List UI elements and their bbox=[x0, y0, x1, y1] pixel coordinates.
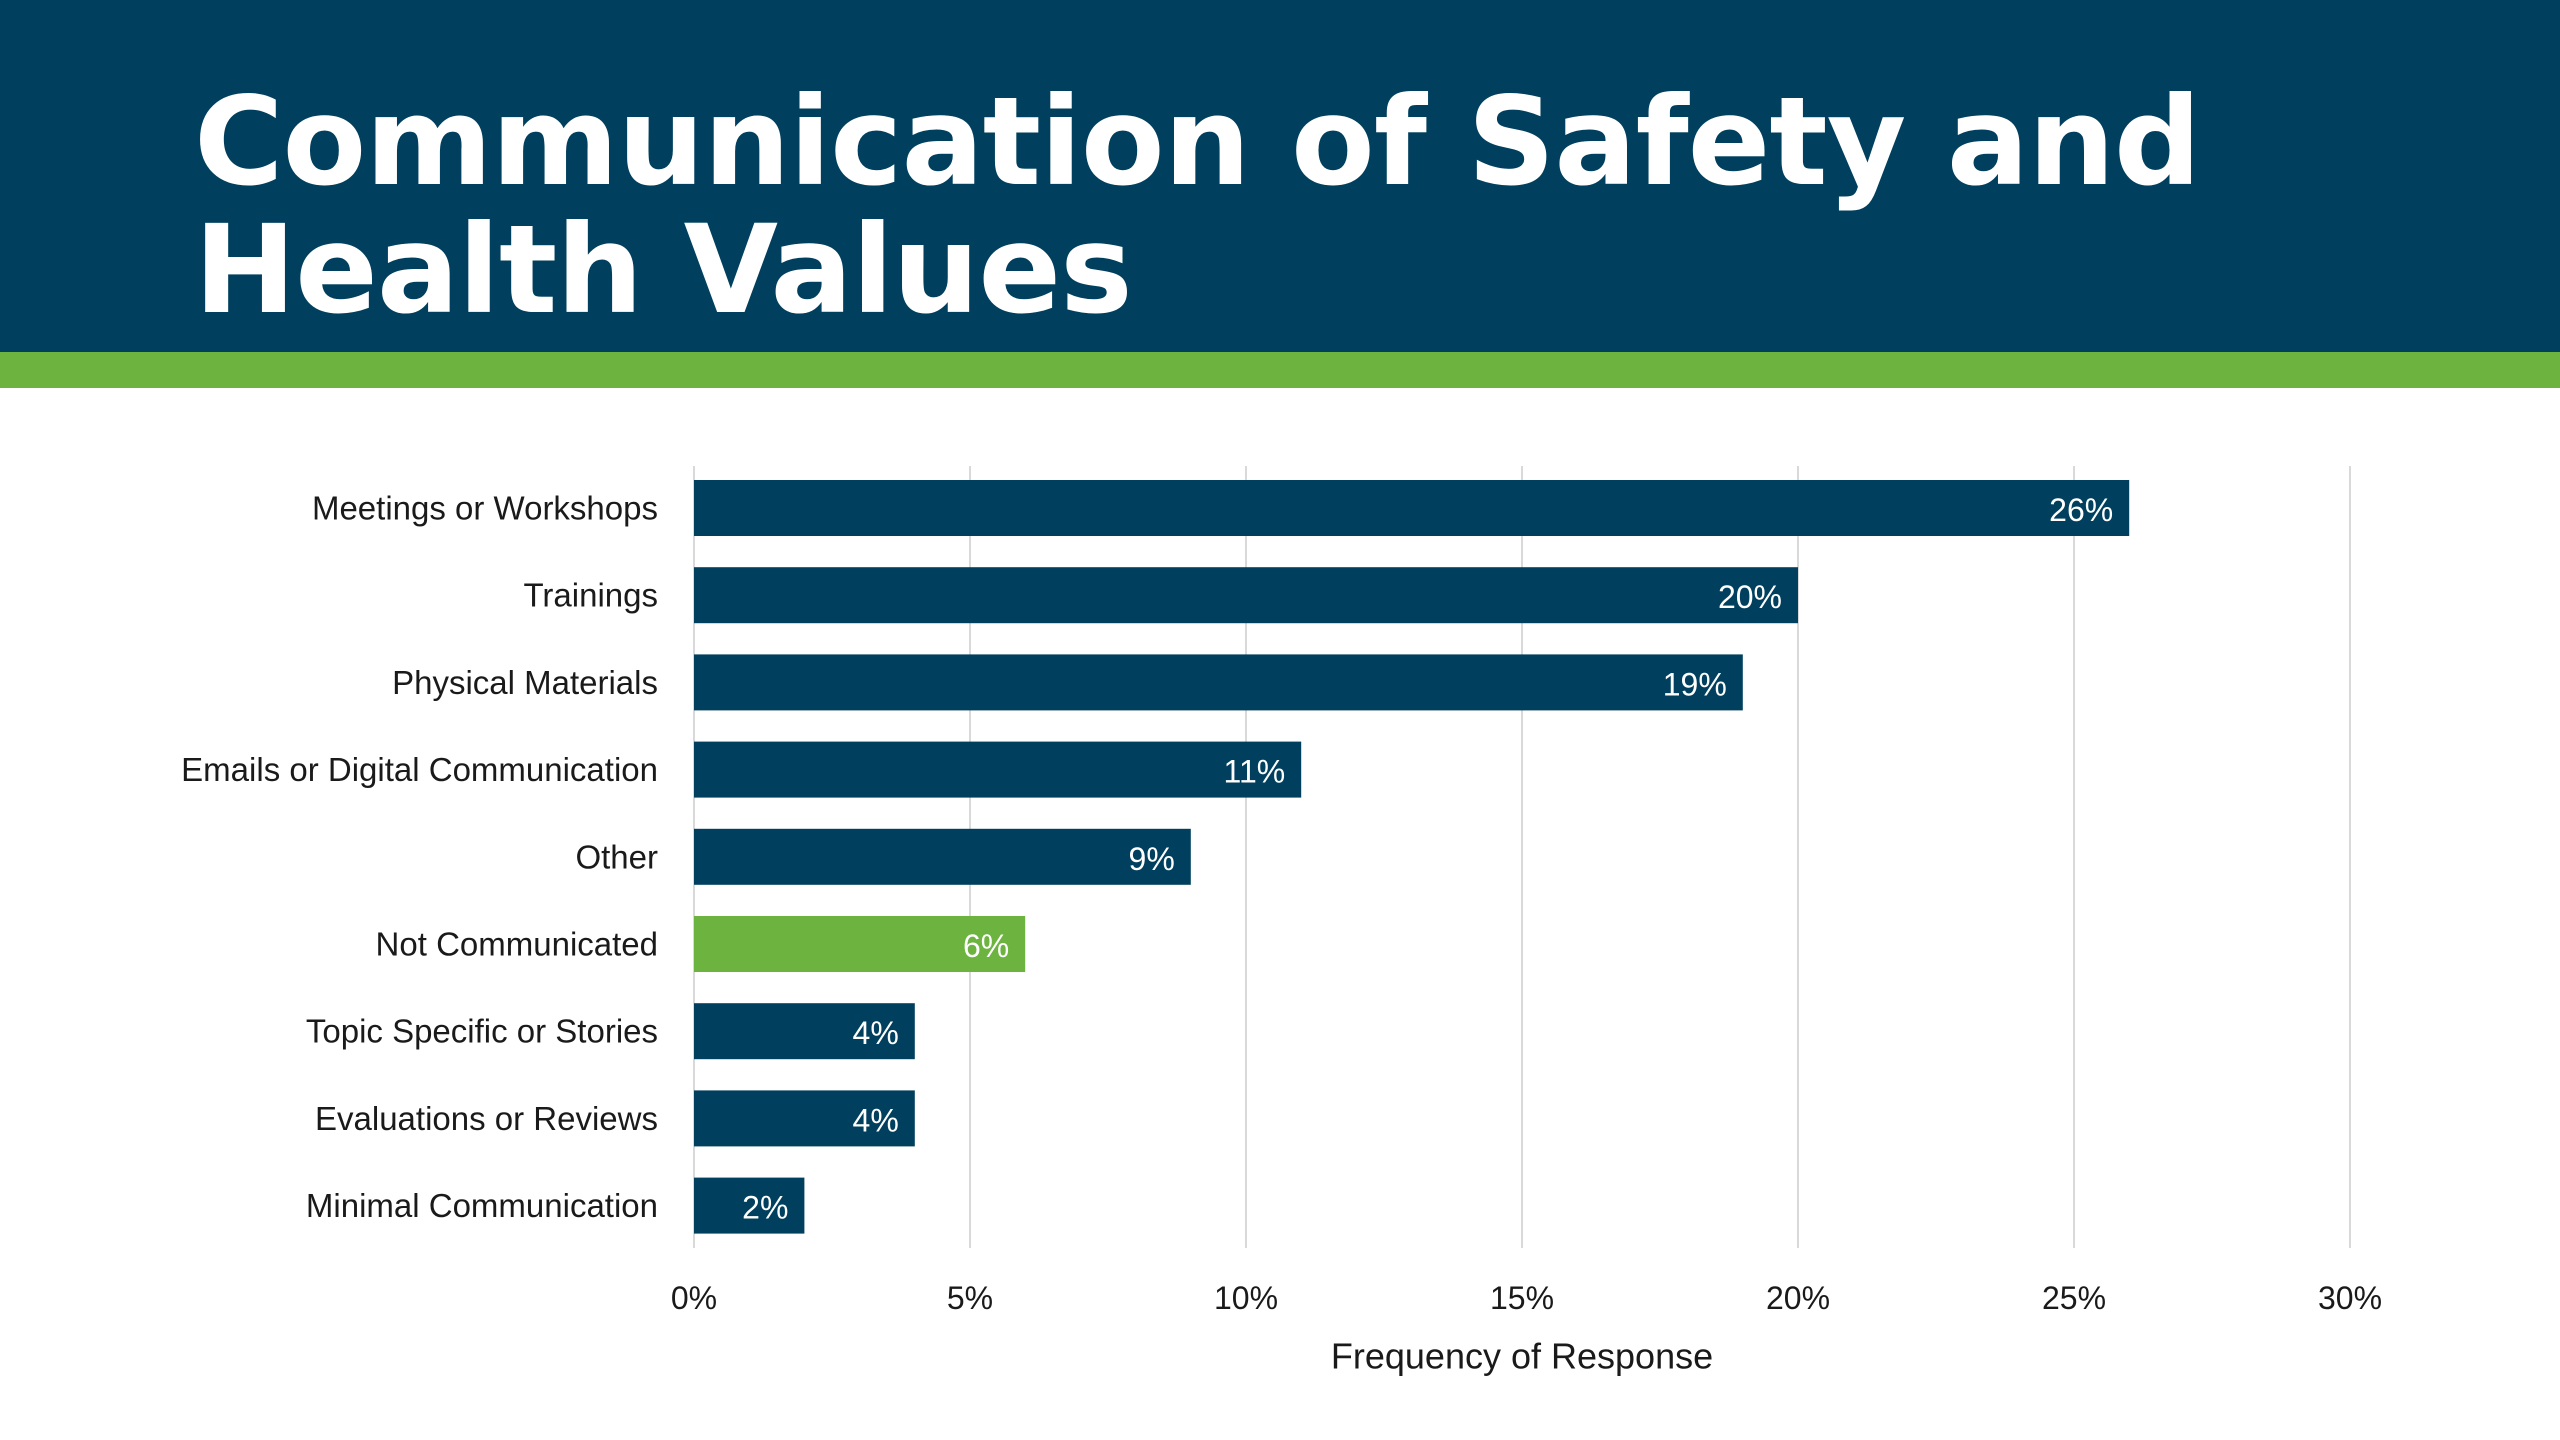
data-label: 2% bbox=[742, 1190, 788, 1226]
bar bbox=[694, 916, 1026, 972]
bar-chart: Meetings or Workshops 26% Trainings 20% Phys… bbox=[181, 466, 2382, 1377]
x-tick-label: 20% bbox=[1766, 1280, 1830, 1316]
category-label: Not Communicated bbox=[376, 926, 658, 963]
x-axis-title: Frequency of Response bbox=[1331, 1336, 1713, 1377]
data-label: 4% bbox=[853, 1102, 899, 1138]
data-label: 4% bbox=[853, 1015, 899, 1051]
data-label: 6% bbox=[963, 928, 1009, 964]
data-label: 11% bbox=[1224, 754, 1286, 790]
x-tick-label: 0% bbox=[671, 1280, 717, 1316]
category-label: Minimal Communication bbox=[306, 1187, 658, 1224]
x-tick-label: 25% bbox=[2042, 1280, 2106, 1316]
category-label: Emails or Digital Communication bbox=[181, 751, 658, 788]
data-label: 26% bbox=[2049, 492, 2113, 528]
x-tick-label: 10% bbox=[1214, 1280, 1278, 1316]
x-tick-label: 5% bbox=[947, 1280, 993, 1316]
data-label: 9% bbox=[1129, 841, 1175, 877]
bar bbox=[694, 741, 1302, 798]
data-label: 19% bbox=[1663, 666, 1727, 702]
page-title: Communication of Safety and Health Value… bbox=[194, 71, 2201, 341]
category-label: Other bbox=[575, 838, 658, 875]
category-label: Evaluations or Reviews bbox=[315, 1100, 658, 1137]
bar bbox=[694, 567, 1798, 624]
bar bbox=[694, 1090, 915, 1147]
x-tick-label: 30% bbox=[2318, 1280, 2382, 1316]
bar bbox=[694, 654, 1743, 711]
bar bbox=[694, 1177, 805, 1234]
accent-divider bbox=[0, 352, 2560, 388]
bar bbox=[694, 1003, 915, 1060]
category-label: Trainings bbox=[524, 577, 659, 614]
title-banner: Communication of Safety and Health Value… bbox=[0, 0, 2560, 352]
category-label: Topic Specific or Stories bbox=[306, 1013, 658, 1050]
data-label: 20% bbox=[1718, 579, 1782, 615]
category-label: Meetings or Workshops bbox=[312, 490, 658, 527]
x-tick-label: 15% bbox=[1490, 1280, 1554, 1316]
bar bbox=[694, 828, 1191, 885]
bar bbox=[694, 480, 2130, 536]
category-label: Physical Materials bbox=[392, 664, 658, 701]
